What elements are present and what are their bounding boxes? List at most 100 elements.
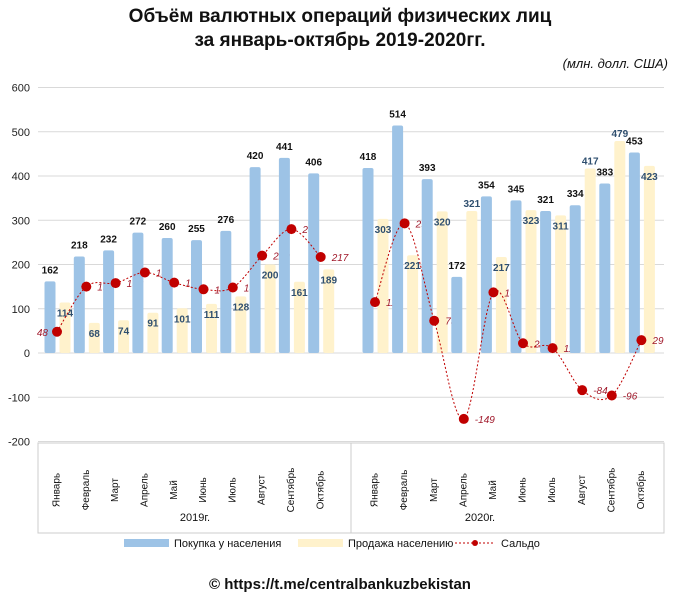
category-label: Апрель	[458, 473, 469, 507]
bar-sell-label: 189	[320, 275, 337, 286]
bar-sell	[235, 296, 247, 353]
saldo-point	[227, 282, 238, 293]
saldo-point	[399, 218, 410, 229]
saldo-label: 217	[331, 253, 349, 264]
bar-buy	[220, 230, 232, 353]
bar-sell-label: 320	[434, 217, 451, 228]
group-label: 2019г.	[180, 512, 210, 524]
bar-sell	[466, 210, 478, 353]
y-tick-label: 300	[12, 215, 30, 227]
bar-buy	[132, 232, 144, 353]
bar-buy	[191, 240, 202, 353]
bar-sell	[555, 215, 567, 353]
bar-buy-label: 162	[42, 265, 59, 276]
bar-buy-label: 218	[71, 241, 88, 252]
bar-buy	[308, 173, 320, 353]
bar-buy-label: 418	[360, 152, 377, 163]
saldo-label: 22	[533, 339, 546, 350]
bar-buy	[73, 256, 85, 353]
chart-title-line2: за январь-октябрь 2019-2020гг.	[194, 30, 486, 51]
bar-buy	[569, 205, 581, 353]
bar-sell	[377, 218, 389, 353]
bar-sell-label: 217	[493, 263, 510, 274]
category-label: Январь	[52, 473, 63, 507]
saldo-label: -149	[475, 415, 495, 426]
category-label: Сентябрь	[285, 468, 297, 513]
y-tick-label: 600	[12, 83, 30, 95]
bar-buy	[480, 196, 492, 353]
legend-label: Продажа населению	[348, 538, 453, 550]
bar-sell-label: 303	[375, 225, 392, 236]
category-label: Март	[429, 478, 440, 502]
bar-buy-label: 383	[596, 168, 613, 179]
saldo-point	[577, 385, 588, 396]
bar-buy-label: 453	[626, 137, 643, 148]
saldo-line	[374, 222, 642, 420]
footer-source: © https://t.me/centralbankuzbekistan	[209, 576, 471, 593]
saldo-point	[606, 390, 617, 401]
bar-sell-label: 479	[611, 129, 628, 140]
saldo-label: 48	[37, 328, 49, 339]
category-label: Июнь	[198, 477, 209, 502]
bar-buy	[540, 210, 552, 353]
bar-sell	[88, 322, 100, 353]
saldo-label: -96	[623, 391, 638, 402]
category-label: Май	[488, 480, 499, 500]
bar-sell	[643, 165, 655, 353]
category-label: Октябрь	[635, 471, 647, 510]
y-tick-label: 500	[12, 127, 30, 139]
saldo-line	[56, 228, 322, 333]
bar-buy-label: 334	[567, 189, 584, 200]
y-tick-label: 400	[12, 171, 30, 183]
bar-buy	[362, 168, 374, 353]
category-label: Февраль	[399, 470, 410, 511]
legend-swatch	[124, 539, 169, 547]
legend-swatch-marker	[472, 540, 478, 546]
legend-label: Сальдо	[501, 538, 540, 550]
bar-buy-label: 514	[389, 110, 406, 121]
bar-buy	[392, 125, 404, 354]
bar-buy-label: 260	[159, 222, 176, 233]
bar-buy	[510, 200, 522, 353]
bar-sell	[118, 320, 130, 353]
saldo-point	[110, 278, 121, 289]
bar-sell	[525, 210, 537, 353]
bar-sell	[323, 269, 335, 353]
bar-buy	[599, 183, 611, 353]
saldo-point	[429, 315, 440, 326]
bar-sell	[176, 308, 188, 353]
saldo-point	[169, 277, 180, 288]
bar-sell	[614, 141, 626, 353]
saldo-point	[518, 338, 528, 349]
bar-buy	[421, 179, 433, 353]
saldo-point	[257, 250, 268, 261]
category-label: Январь	[370, 473, 381, 507]
bar-sell-label: 74	[118, 326, 130, 337]
bar-buy-label: 232	[100, 234, 117, 245]
bar-sell-label: 111	[204, 310, 220, 321]
bar-sell-label: 321	[463, 199, 480, 210]
bar-sell	[206, 303, 217, 353]
saldo-label: 11	[564, 344, 574, 355]
category-label: Июль	[227, 477, 238, 503]
saldo-point	[370, 297, 380, 308]
category-label: Апрель	[140, 473, 151, 507]
bar-buy-label: 172	[448, 261, 465, 272]
saldo-label: -84	[593, 386, 608, 397]
category-label: Февраль	[81, 470, 92, 511]
bar-buy-label: 420	[247, 151, 264, 162]
category-label: Июнь	[518, 477, 529, 502]
y-tick-label: 200	[12, 260, 30, 272]
bar-sell-label: 101	[174, 314, 191, 325]
y-tick-label: 0	[24, 348, 30, 360]
bar-sell	[584, 168, 596, 353]
saldo-point	[488, 287, 499, 298]
bar-buy-label: 321	[537, 195, 554, 206]
bar-buy	[451, 276, 463, 353]
saldo-point	[286, 224, 297, 235]
saldo-label: 73	[445, 317, 457, 328]
saldo-point	[139, 267, 150, 278]
category-label: Октябрь	[314, 471, 326, 510]
bar-buy	[278, 157, 290, 353]
